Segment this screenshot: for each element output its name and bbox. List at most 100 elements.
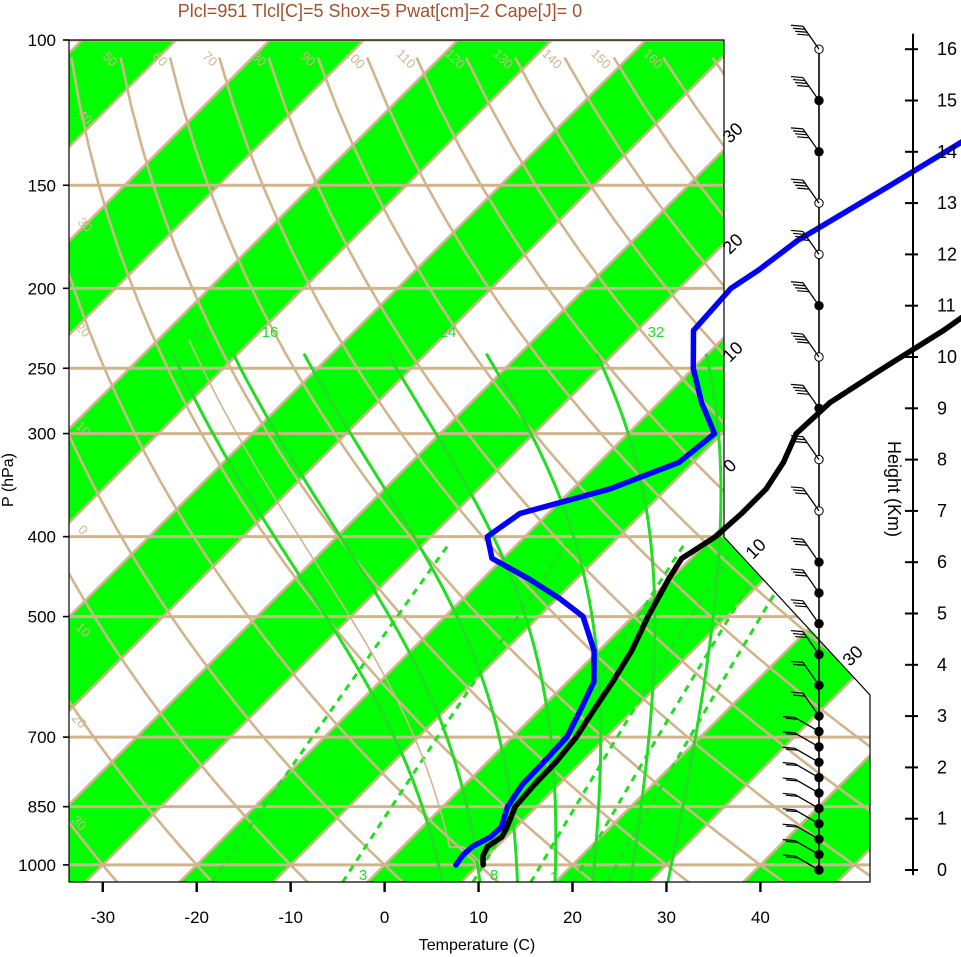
p-tick-label: 700 [28, 728, 56, 747]
wind-barb-shaft [794, 747, 820, 763]
isotherm-label: 70 [200, 48, 221, 69]
wind-barb-flag [790, 435, 803, 438]
wind-barb-shaft [802, 25, 820, 50]
mixing-ratio-line [605, 544, 805, 882]
wind-barb-flag [785, 794, 798, 797]
pressure-axis: 100 150 200 250 300 400 500 700 850 1000 [18, 31, 69, 875]
dry-adiabat-line [69, 57, 119, 882]
wind-barb-flag [790, 630, 803, 633]
wind-barb-flag [790, 486, 803, 489]
mixing-ratio-label: 32 [648, 324, 665, 341]
mixing-ratio-label: 1 [550, 869, 558, 886]
wind-barb-flag [782, 823, 795, 826]
wind-barb-flag [797, 84, 810, 88]
wind-barb-shaft [802, 333, 820, 358]
right-edge-label: 10 [742, 535, 770, 563]
dry-adiabat-lines [69, 56, 870, 882]
wind-barb-flag [782, 731, 795, 734]
parcel-line [188, 339, 484, 866]
wind-barb-shaft [802, 231, 820, 255]
wind-barb-flag [790, 599, 803, 602]
wind-barb-flag [797, 238, 810, 242]
height-tick-label: 0 [937, 860, 947, 880]
height-tick-label: 7 [937, 501, 947, 521]
wind-barb-flag [782, 746, 795, 749]
wind-barb-shaft [802, 128, 820, 153]
wind-barb-flag [790, 691, 803, 694]
wind-barb-flag [795, 287, 808, 290]
height-tick-label: 1 [937, 809, 947, 829]
wind-barb-shaft [794, 809, 820, 825]
x-axis: -30 -20 -10 0 10 20 30 40 [90, 882, 770, 927]
wind-barb-flag [795, 492, 808, 495]
dry-adiabat-line [69, 57, 500, 882]
isotherm-band [69, 40, 870, 882]
mixing-ratio-label: 24 [440, 324, 457, 341]
wind-barb-flag [792, 438, 806, 441]
wind-barbs [782, 24, 824, 875]
wind-barb-shaft [794, 840, 820, 856]
wind-barb-flag [785, 717, 798, 720]
dry-adiabat-line [760, 56, 870, 882]
dry-adiabat-line [218, 57, 870, 882]
wind-barb-flag [782, 854, 795, 857]
wind-barb-flag [792, 602, 806, 605]
wind-barb-flag [790, 178, 803, 181]
wind-barb-shaft [802, 569, 820, 594]
mixing-ratio-line [210, 544, 450, 882]
wind-barb-shaft [794, 793, 820, 810]
mixing-ratio-line [571, 544, 775, 882]
moist-adiabat-lines [171, 352, 723, 882]
x-axis-title: Temperature (C) [419, 937, 535, 954]
dry-adiabat-line [119, 57, 690, 882]
height-tick-label: 8 [937, 450, 947, 470]
height-tick-label: 11 [937, 296, 956, 316]
x-tick-label: -20 [184, 908, 209, 927]
moist-adiabat-line [386, 352, 558, 882]
wind-barb-shaft [802, 692, 820, 717]
x-tick-label: -10 [278, 908, 303, 927]
wind-barb-flag [790, 127, 803, 130]
mixing-ratio-label: 12 [192, 324, 209, 341]
dry-adiabat-line [415, 56, 870, 882]
moist-adiabat-line [171, 352, 444, 882]
height-tick-label: 4 [937, 655, 947, 675]
wind-barb-shaft [802, 77, 820, 101]
mixing-ratio-line [341, 544, 568, 882]
isotherm-line [69, 40, 647, 882]
wind-barb-shaft [794, 855, 820, 871]
x-tick-label: 40 [751, 908, 770, 927]
dry-adiabat-line [70, 57, 595, 882]
p-tick-label: 100 [28, 31, 56, 50]
p-tick-label: 150 [28, 176, 56, 195]
p-tick-label: 200 [28, 279, 56, 298]
mixing-ratio-line [529, 544, 737, 882]
x-tick-label: 0 [380, 908, 389, 927]
wind-barb-flag [795, 81, 808, 85]
wind-barb-shaft [802, 631, 820, 655]
wind-barb-shaft [802, 487, 820, 512]
dry-adiabat-line [267, 57, 870, 882]
wind-barb-flag [785, 840, 798, 844]
isotherm-line [69, 40, 553, 882]
parcel-lines [188, 339, 484, 866]
wind-barb-shaft [802, 179, 820, 204]
plot-frame [68, 39, 871, 883]
p-tick-label: 1000 [18, 856, 56, 875]
wind-barb-shaft [802, 436, 820, 460]
wind-barb-flag [790, 568, 803, 571]
isotherm-line [69, 40, 365, 882]
wind-barb-flag [797, 187, 810, 190]
wind-barb-shaft [794, 716, 820, 733]
wind-barb-flag [792, 386, 806, 389]
wind-barb-flag [782, 792, 795, 796]
wind-barb-flag [795, 30, 808, 33]
wind-barb-flag [792, 489, 806, 492]
wind-barb-flag [792, 232, 806, 236]
dry-adiabat-line [69, 57, 214, 882]
isotherm-band [69, 40, 364, 882]
wind-barb-flag [797, 136, 810, 139]
height-tick-label: 12 [937, 244, 957, 264]
moist-adiabat-line [666, 353, 723, 882]
